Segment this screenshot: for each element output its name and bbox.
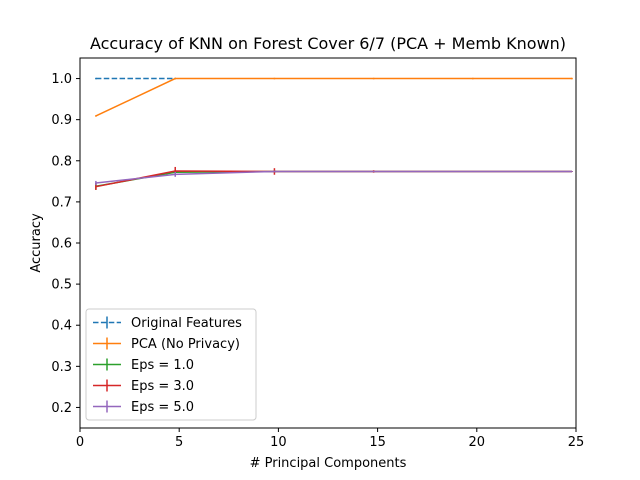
legend-entry: Original Features — [93, 316, 242, 331]
x-tick-label: 10 — [270, 435, 287, 450]
legend-entry: Eps = 3.0 — [93, 379, 194, 394]
legend-label: Eps = 5.0 — [131, 400, 194, 415]
x-tick-label: 25 — [568, 435, 585, 450]
legend-label: PCA (No Privacy) — [131, 337, 240, 352]
series-line — [95, 77, 573, 117]
legend-entry: PCA (No Privacy) — [93, 337, 240, 352]
series-0 — [95, 77, 176, 80]
x-tick-label: 15 — [369, 435, 386, 450]
y-tick-label: 0.6 — [51, 237, 72, 252]
y-tick-label: 1.0 — [51, 72, 72, 87]
legend-entry: Eps = 5.0 — [93, 400, 194, 415]
series-4 — [95, 170, 573, 186]
x-tick-label: 20 — [469, 435, 486, 450]
y-axis-label: Accuracy — [29, 213, 44, 273]
legend: Original Features PCA (No Privacy) Eps = 1… — [85, 308, 257, 421]
legend-frame — [85, 308, 257, 421]
legend-label: Eps = 3.0 — [131, 379, 194, 394]
y-tick-label: 0.9 — [51, 113, 72, 128]
y-tick-label: 0.4 — [51, 319, 72, 334]
y-tick-label: 0.5 — [51, 278, 72, 293]
x-tick-label: 5 — [175, 435, 183, 450]
x-tick-label: 0 — [76, 435, 84, 450]
y-tick-label: 0.8 — [51, 154, 72, 169]
legend-label: Original Features — [131, 316, 242, 331]
y-tick-label: 0.3 — [51, 360, 72, 375]
y-tick-label: 0.2 — [51, 401, 72, 416]
legend-entry: Eps = 1.0 — [93, 358, 194, 373]
axes-layer: 0 5 10 15 20 25 0.2 0.3 0.4 0.5 0.6 0.7 0.8 0.9 1.0 — [51, 72, 584, 450]
y-tick-label: 0.7 — [51, 195, 72, 210]
x-axis-label: # Principal Components — [250, 456, 407, 471]
series-layer — [95, 77, 573, 190]
legend-label: Eps = 1.0 — [131, 358, 194, 373]
series-line — [95, 170, 573, 184]
chart-title: Accuracy of KNN on Forest Cover 6/7 (PCA… — [90, 34, 566, 53]
series-1 — [95, 77, 573, 117]
